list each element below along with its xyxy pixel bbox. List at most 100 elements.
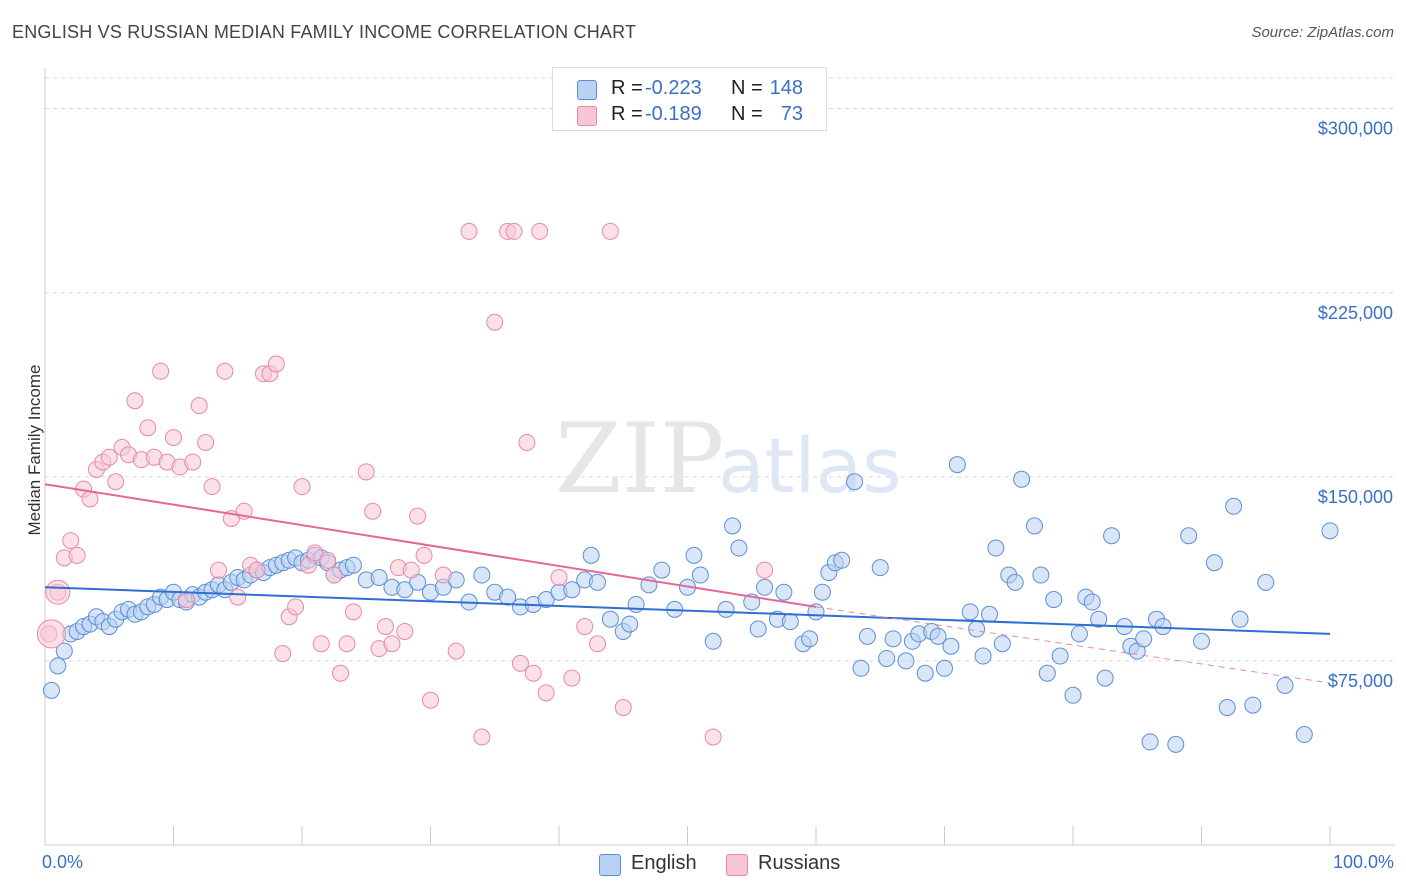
russians-point — [190, 397, 208, 415]
english-point — [621, 615, 639, 633]
english-point — [980, 605, 998, 623]
russians-point — [267, 355, 285, 373]
russians-point — [434, 566, 452, 584]
english-point — [833, 551, 851, 569]
russians-point — [614, 699, 632, 717]
russians-point — [505, 222, 523, 240]
russians-point — [383, 635, 401, 653]
russians-point — [287, 598, 305, 616]
english-point — [858, 627, 876, 645]
russians-point — [364, 502, 382, 520]
english-point — [589, 573, 607, 591]
n-value: 148 — [769, 77, 803, 99]
english-point — [801, 630, 819, 648]
russians-point — [537, 684, 555, 702]
r-label: R = — [611, 77, 643, 99]
english-point — [1045, 591, 1063, 609]
russians-trend-line — [44, 483, 817, 608]
english-point — [1257, 573, 1275, 591]
english-point — [601, 610, 619, 628]
english-point — [1096, 669, 1114, 687]
english-point — [871, 559, 889, 577]
english-point — [691, 566, 709, 584]
russians-point — [107, 473, 125, 491]
y-tick-label: $300,000 — [1318, 119, 1393, 139]
r-value: -0.223 — [645, 77, 702, 99]
russians-point — [415, 546, 433, 564]
english-point — [1321, 522, 1339, 540]
english-point — [1295, 726, 1313, 744]
trend-lines — [44, 483, 1331, 684]
russians-point — [306, 544, 324, 562]
english-point — [1193, 632, 1210, 650]
english-point — [1180, 527, 1198, 545]
english-point — [1167, 735, 1185, 753]
y-tick-label: $150,000 — [1318, 487, 1393, 507]
russians-point — [756, 561, 774, 579]
russians-point — [293, 478, 311, 496]
russians-point — [357, 463, 375, 481]
russians-point — [62, 532, 80, 550]
russians-point — [377, 618, 395, 636]
english-point — [685, 546, 703, 564]
source-note: Source: ZipAtlas.com — [1251, 24, 1394, 41]
russians-point — [81, 490, 99, 508]
english-point — [1205, 554, 1223, 572]
english-point — [1064, 686, 1082, 704]
russians-point — [152, 362, 170, 380]
correlation-legend: R = -0.223 N = 148 R = -0.189 N = 73 — [552, 67, 827, 131]
english-point — [1154, 618, 1172, 636]
english-point — [344, 556, 362, 574]
legend-row-english: R = -0.223 N = 148 — [553, 74, 826, 102]
watermark-atlas: atlas — [718, 421, 902, 510]
russians-point — [524, 664, 542, 682]
english-point — [653, 561, 671, 579]
english-point — [1231, 610, 1249, 628]
english-point — [1025, 517, 1043, 535]
russians-point — [209, 561, 227, 579]
russians-point — [486, 313, 504, 331]
english-point — [1276, 676, 1294, 694]
english-point — [537, 591, 555, 609]
legend-label-russians: Russians — [758, 852, 841, 874]
english-point — [897, 652, 915, 670]
chart-title: ENGLISH VS RUSSIAN MEDIAN FAMILY INCOME … — [12, 22, 637, 42]
russians-point — [601, 222, 619, 240]
english-point — [473, 566, 491, 584]
russians-point — [396, 622, 414, 640]
english-point — [749, 620, 767, 638]
russians-point — [704, 728, 722, 746]
english-point — [974, 647, 992, 665]
english-trend-line — [44, 586, 1331, 635]
english-point — [1032, 566, 1050, 584]
english-point — [730, 539, 748, 557]
russians-point — [177, 591, 195, 609]
english-point — [1103, 527, 1121, 545]
russians-point — [589, 635, 607, 653]
russians-trend-extension — [815, 606, 1331, 684]
russians-point — [165, 429, 182, 447]
english-point — [1083, 593, 1101, 611]
english-point — [884, 630, 902, 648]
russians-point — [203, 478, 221, 496]
english-point — [987, 539, 1005, 557]
russians-point — [319, 551, 337, 569]
x-tick-max: 100.0% — [1332, 852, 1394, 872]
y-tick-label: $225,000 — [1318, 303, 1393, 323]
russians-point — [184, 453, 202, 471]
russians-point — [344, 603, 362, 621]
english-point — [929, 627, 947, 645]
english-point — [1051, 647, 1069, 665]
russians-point — [274, 645, 292, 663]
english-point — [42, 681, 60, 699]
legend-row-russians: R = -0.189 N = 73 — [553, 100, 826, 128]
russians-point — [563, 669, 581, 687]
y-tick-labels: $75,000 $150,000 $225,000 $300,000 — [1318, 119, 1393, 691]
n-value: 73 — [780, 103, 803, 125]
russians-point — [531, 222, 549, 240]
russians-point — [460, 222, 478, 240]
english-point — [49, 657, 67, 675]
russians-point — [518, 433, 536, 451]
r-value: -0.189 — [645, 103, 702, 125]
